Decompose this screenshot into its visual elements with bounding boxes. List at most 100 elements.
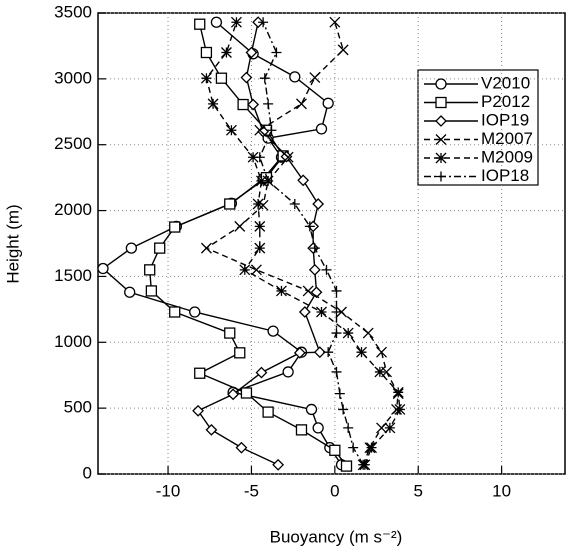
marker bbox=[189, 306, 201, 318]
marker bbox=[276, 285, 287, 297]
marker bbox=[334, 388, 345, 399]
marker bbox=[337, 44, 349, 56]
marker bbox=[298, 306, 311, 318]
legend-label: V2010 bbox=[481, 73, 530, 92]
marker bbox=[254, 124, 266, 136]
marker bbox=[272, 458, 285, 471]
marker bbox=[309, 243, 320, 254]
marker bbox=[220, 47, 232, 58]
marker bbox=[329, 444, 341, 456]
marker bbox=[247, 151, 259, 163]
marker bbox=[305, 403, 318, 416]
marker bbox=[234, 347, 246, 359]
y-axis-label: Height (m) bbox=[3, 204, 22, 283]
marker bbox=[230, 16, 242, 28]
marker bbox=[331, 285, 342, 296]
marker bbox=[263, 175, 274, 186]
marker bbox=[254, 242, 266, 254]
marker bbox=[384, 422, 396, 434]
marker bbox=[338, 404, 349, 415]
marker bbox=[205, 423, 218, 436]
plot-frame bbox=[97, 12, 566, 475]
marker bbox=[304, 221, 315, 232]
y-tick-label: 1000 bbox=[54, 332, 92, 351]
legend-marker bbox=[435, 78, 447, 90]
marker bbox=[293, 346, 306, 359]
marker bbox=[192, 404, 204, 417]
marker bbox=[235, 441, 248, 454]
legend-label: M2009 bbox=[481, 147, 533, 166]
marker bbox=[200, 72, 212, 84]
marker bbox=[194, 18, 206, 30]
marker bbox=[227, 388, 240, 401]
marker bbox=[240, 71, 253, 84]
marker bbox=[254, 152, 265, 163]
marker bbox=[343, 422, 354, 433]
marker bbox=[374, 366, 386, 378]
x-axis-label: Buoyancy (m s⁻²) bbox=[270, 527, 403, 546]
marker bbox=[296, 98, 307, 110]
y-tick-label: 3000 bbox=[54, 68, 92, 87]
marker bbox=[240, 387, 253, 399]
marker bbox=[282, 151, 294, 163]
marker bbox=[259, 73, 270, 84]
marker bbox=[262, 406, 274, 418]
marker bbox=[234, 220, 246, 232]
legend-marker bbox=[435, 152, 447, 164]
marker bbox=[331, 366, 342, 377]
profile-line bbox=[205, 22, 401, 466]
marker bbox=[252, 16, 265, 29]
marker bbox=[331, 328, 342, 339]
marker bbox=[200, 242, 212, 254]
profile-line bbox=[101, 21, 343, 466]
marker bbox=[329, 16, 341, 28]
legend-label: IOP18 bbox=[481, 166, 529, 185]
y-tick-label: 0 bbox=[83, 463, 92, 482]
x-tick-label: -5 bbox=[244, 481, 259, 500]
marker bbox=[340, 460, 353, 472]
y-tick-label: 1500 bbox=[54, 266, 92, 285]
marker bbox=[376, 422, 387, 434]
marker bbox=[289, 71, 301, 83]
marker bbox=[308, 263, 321, 276]
marker bbox=[336, 306, 347, 318]
marker bbox=[322, 97, 334, 109]
marker bbox=[224, 327, 236, 339]
legend-label: IOP19 bbox=[481, 110, 529, 129]
legend-label: P2012 bbox=[481, 92, 530, 111]
marker bbox=[289, 198, 300, 209]
marker bbox=[267, 325, 279, 337]
y-tick-label: 2500 bbox=[54, 134, 92, 153]
marker bbox=[282, 366, 294, 378]
marker bbox=[125, 242, 138, 254]
marker bbox=[376, 346, 387, 358]
marker bbox=[124, 286, 136, 298]
marker bbox=[169, 221, 181, 233]
marker bbox=[145, 285, 158, 297]
marker bbox=[366, 442, 377, 454]
marker bbox=[321, 264, 332, 275]
marker bbox=[247, 98, 260, 111]
x-tick-label: -10 bbox=[156, 481, 181, 500]
marker bbox=[224, 198, 236, 210]
marker bbox=[358, 459, 369, 470]
marker bbox=[239, 264, 251, 276]
y-tick-label: 2000 bbox=[54, 200, 92, 219]
marker bbox=[237, 98, 249, 111]
marker bbox=[342, 327, 354, 339]
marker bbox=[302, 285, 314, 297]
marker bbox=[207, 98, 219, 110]
marker bbox=[254, 220, 266, 232]
x-tick-label: 0 bbox=[330, 481, 339, 500]
marker bbox=[394, 404, 406, 415]
marker bbox=[245, 46, 258, 59]
marker bbox=[250, 264, 262, 276]
y-tick-label: 3500 bbox=[54, 2, 92, 21]
marker bbox=[312, 198, 325, 210]
marker bbox=[309, 72, 321, 83]
marker bbox=[323, 347, 334, 358]
marker bbox=[295, 424, 308, 436]
marker bbox=[331, 306, 342, 317]
marker bbox=[97, 262, 109, 275]
